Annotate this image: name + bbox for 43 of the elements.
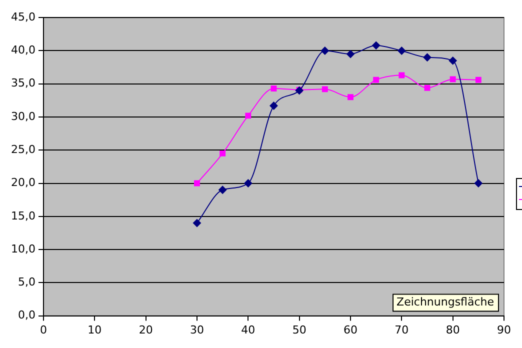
point: [192, 219, 201, 228]
x-tick-label: 80: [446, 323, 460, 336]
y-tick-label: 30,0: [10, 110, 36, 123]
x-tick-label: 50: [292, 323, 306, 336]
point: [475, 76, 482, 83]
x-tick-label: 60: [344, 323, 358, 336]
y-tick-label: 40,0: [10, 44, 36, 57]
x-tick-label: 10: [88, 323, 102, 336]
x-tick-label: 30: [190, 323, 204, 336]
y-tick-label: 15,0: [10, 209, 36, 222]
x-tick-label: 70: [394, 323, 409, 336]
y-tick-label: 35,0: [10, 76, 36, 90]
point: [348, 94, 354, 100]
x-tick-label: 90: [497, 323, 511, 336]
point: [398, 72, 405, 78]
point: [448, 56, 457, 65]
x-tick-label: 40: [241, 323, 256, 336]
point: [423, 53, 432, 62]
point: [398, 46, 406, 55]
y-tick-label: 0,0: [18, 308, 36, 322]
annotation: Zeichnungsfläche: [396, 296, 494, 309]
point: [450, 76, 456, 82]
x-tick-label: 0: [40, 323, 47, 336]
y-tick-label: 5,0: [18, 276, 36, 289]
point: [372, 41, 380, 50]
point: [424, 84, 430, 91]
x-tick-label: 20: [138, 323, 153, 336]
point: [220, 150, 226, 156]
point: [270, 102, 278, 110]
point: [194, 180, 200, 186]
y-tick-label: 25,0: [10, 142, 36, 156]
point: [474, 179, 482, 188]
point: [346, 50, 354, 58]
point: [244, 179, 252, 188]
point: [322, 86, 328, 92]
point: [320, 46, 329, 55]
point: [373, 76, 380, 83]
point: [270, 86, 277, 92]
y-tick-label: 10,0: [10, 242, 36, 256]
y-tick-label: 20,0: [10, 176, 36, 190]
y-tick-label: 45,0: [10, 10, 36, 24]
point: [218, 186, 227, 194]
point: [245, 112, 252, 119]
